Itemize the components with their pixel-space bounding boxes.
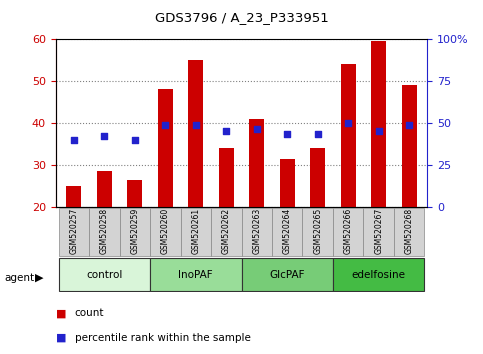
Text: GSM520267: GSM520267 [374, 208, 383, 255]
Bar [310, 148, 326, 207]
FancyBboxPatch shape [333, 258, 425, 291]
Text: percentile rank within the sample: percentile rank within the sample [75, 333, 251, 343]
Bar [401, 85, 417, 207]
Text: GSM520264: GSM520264 [283, 208, 292, 255]
Bar [127, 180, 142, 207]
Text: GSM520261: GSM520261 [191, 208, 200, 254]
Text: agent: agent [5, 273, 35, 283]
FancyBboxPatch shape [150, 208, 181, 256]
Text: count: count [75, 308, 104, 318]
Bar [341, 64, 356, 207]
FancyBboxPatch shape [272, 208, 302, 256]
Bar [219, 148, 234, 207]
Text: GSM520258: GSM520258 [100, 208, 109, 254]
Text: GSM520263: GSM520263 [252, 208, 261, 255]
Text: GlcPAF: GlcPAF [270, 270, 305, 280]
Text: GDS3796 / A_23_P333951: GDS3796 / A_23_P333951 [155, 11, 328, 24]
Text: ■: ■ [56, 333, 66, 343]
Bar [157, 90, 173, 207]
Point [100, 133, 108, 138]
Point [405, 122, 413, 128]
Text: GSM520268: GSM520268 [405, 208, 413, 254]
Point [253, 126, 261, 132]
Bar [249, 119, 264, 207]
Bar [280, 159, 295, 207]
Text: GSM520265: GSM520265 [313, 208, 322, 255]
Bar [66, 186, 82, 207]
Text: GSM520257: GSM520257 [70, 208, 78, 255]
Point [131, 137, 139, 143]
Point [284, 131, 291, 136]
Text: ■: ■ [56, 308, 66, 318]
Text: GSM520260: GSM520260 [161, 208, 170, 255]
Point [314, 131, 322, 136]
Text: GSM520259: GSM520259 [130, 208, 139, 255]
Point [222, 129, 230, 134]
Text: edelfosine: edelfosine [352, 270, 406, 280]
FancyBboxPatch shape [333, 208, 363, 256]
Text: ▶: ▶ [35, 273, 43, 283]
FancyBboxPatch shape [242, 258, 333, 291]
FancyBboxPatch shape [242, 208, 272, 256]
Point [375, 129, 383, 134]
Text: GSM520266: GSM520266 [344, 208, 353, 255]
Point [161, 122, 169, 128]
Text: control: control [86, 270, 123, 280]
FancyBboxPatch shape [394, 208, 425, 256]
FancyBboxPatch shape [58, 208, 89, 256]
Bar [371, 41, 386, 207]
Point [70, 137, 78, 143]
FancyBboxPatch shape [181, 208, 211, 256]
FancyBboxPatch shape [150, 258, 242, 291]
Text: InoPAF: InoPAF [178, 270, 213, 280]
FancyBboxPatch shape [58, 258, 150, 291]
FancyBboxPatch shape [89, 208, 120, 256]
FancyBboxPatch shape [302, 208, 333, 256]
FancyBboxPatch shape [363, 208, 394, 256]
Bar [188, 60, 203, 207]
Point [344, 120, 352, 126]
Bar [97, 171, 112, 207]
Text: GSM520262: GSM520262 [222, 208, 231, 254]
Point [192, 122, 199, 128]
FancyBboxPatch shape [120, 208, 150, 256]
FancyBboxPatch shape [211, 208, 242, 256]
